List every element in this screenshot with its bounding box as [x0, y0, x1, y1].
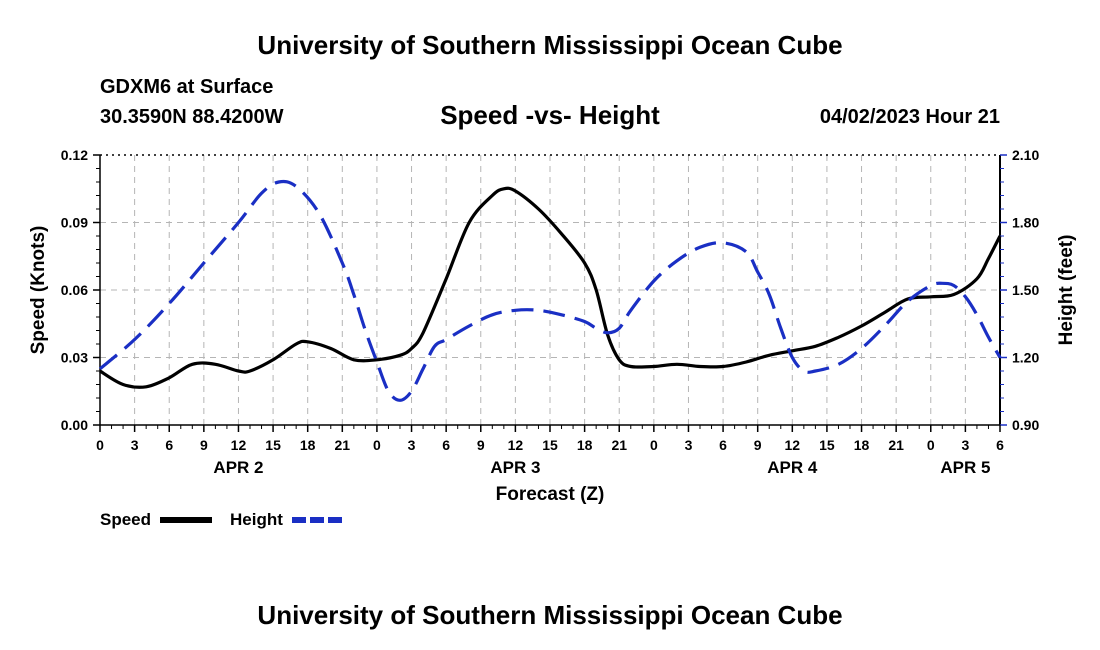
- axes: 0.00 0.03 0.06 0.09 0.12 0.90 1.20 1.50 1.80 2.10…: [28, 147, 1077, 505]
- coordinates-label: 30.3590N 88.4200W: [100, 106, 284, 128]
- x-tick-label: 12: [508, 437, 524, 453]
- x-tick-label: 9: [477, 437, 485, 453]
- day-label: APR 2: [213, 458, 263, 477]
- forecast-datetime: 04/02/2023 Hour 21: [819, 106, 1000, 128]
- left-tick-label: 0.12: [61, 147, 88, 163]
- legend-height-label: Height: [230, 510, 283, 529]
- x-tick-label: 18: [577, 437, 593, 453]
- x-tick-label: 3: [961, 437, 969, 453]
- right-tick-label: 1.80: [1012, 215, 1039, 231]
- left-tick-label: 0.03: [61, 350, 88, 366]
- series: [98, 179, 1002, 402]
- x-tick-label: 9: [200, 437, 208, 453]
- x-tick-label: 9: [754, 437, 762, 453]
- day-label: APR 5: [940, 458, 990, 477]
- station-label: GDXM6 at Surface: [100, 76, 274, 98]
- right-tick-label: 2.10: [1012, 147, 1039, 163]
- legend-speed-label: Speed: [100, 510, 151, 529]
- x-tick-label: 18: [854, 437, 870, 453]
- left-tick-label: 0.09: [61, 215, 88, 231]
- chart-title: University of Southern Mississippi Ocean…: [257, 30, 843, 60]
- x-tick-label: 12: [785, 437, 801, 453]
- left-tick-label: 0.00: [61, 417, 88, 433]
- x-tick-label: 18: [300, 437, 316, 453]
- x-tick-label: 0: [927, 437, 935, 453]
- x-tick-label: 3: [685, 437, 693, 453]
- chart-subtitle: Speed -vs- Height: [440, 100, 660, 130]
- x-tick-label: 21: [888, 437, 904, 453]
- x-tick-label: 21: [611, 437, 627, 453]
- x-tick-label: 15: [265, 437, 281, 453]
- series-line-height: [98, 179, 1002, 402]
- day-label: APR 4: [767, 458, 818, 477]
- legend: Speed Height: [100, 510, 344, 529]
- left-tick-label: 0.06: [61, 282, 88, 298]
- x-tick-label: 6: [719, 437, 727, 453]
- x-tick-label: 3: [131, 437, 139, 453]
- x-tick-label: 21: [335, 437, 351, 453]
- x-tick-label: 0: [373, 437, 381, 453]
- x-tick-label: 0: [96, 437, 104, 453]
- x-axis-title: Forecast (Z): [496, 484, 605, 505]
- x-tick-label: 6: [165, 437, 173, 453]
- x-tick-label: 15: [819, 437, 835, 453]
- footer-title: University of Southern Mississippi Ocean…: [257, 600, 843, 630]
- right-tick-label: 1.50: [1012, 282, 1039, 298]
- x-tick-label: 3: [408, 437, 416, 453]
- grid: [100, 155, 1000, 425]
- y-axis-title-left: Speed (Knots): [28, 226, 49, 355]
- y-axis-title-right: Height (feet): [1056, 235, 1077, 346]
- day-label: APR 3: [490, 458, 540, 477]
- x-tick-label: 15: [542, 437, 558, 453]
- x-tick-label: 0: [650, 437, 658, 453]
- x-tick-label: 6: [442, 437, 450, 453]
- x-tick-label: 12: [231, 437, 247, 453]
- right-tick-label: 0.90: [1012, 417, 1039, 433]
- right-tick-label: 1.20: [1012, 350, 1039, 366]
- x-tick-label: 6: [996, 437, 1004, 453]
- series-line-speed: [99, 186, 1002, 389]
